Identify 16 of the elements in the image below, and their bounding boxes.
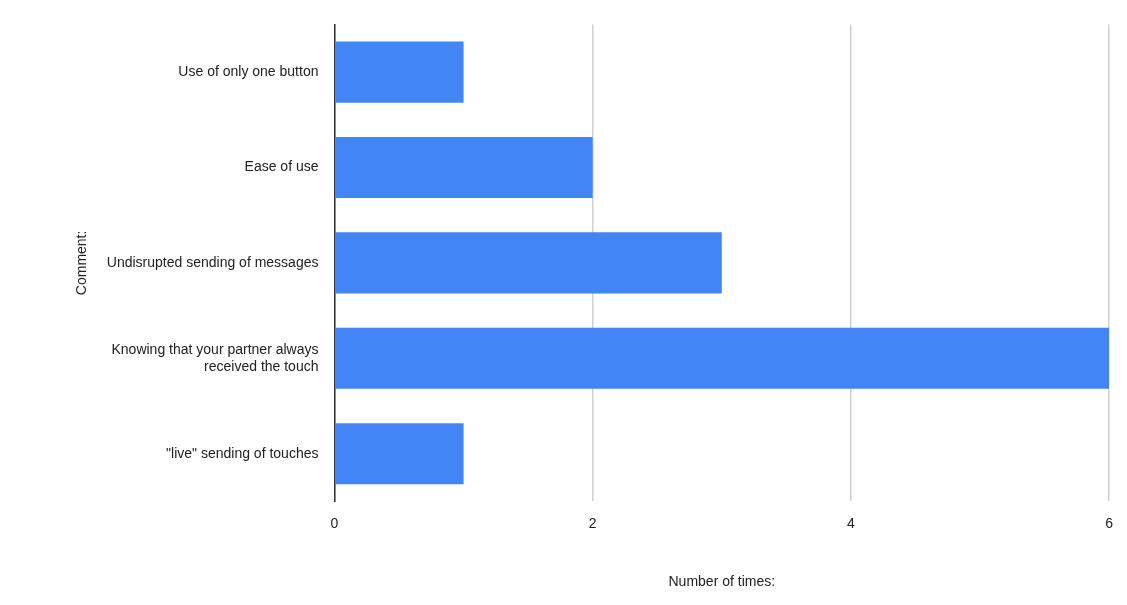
bar [335,232,722,294]
y-tick-label: Use of only one button [178,62,319,79]
bar [335,41,464,103]
y-tick-label: Ease of use [244,158,319,175]
y-axis-title: Comment: [73,230,90,296]
bar [335,327,1110,389]
x-tick-label: 4 [847,514,855,531]
y-tick-label: Undisrupted sending of messages [106,253,319,270]
x-tick-label: 6 [1105,514,1114,531]
bar [335,423,464,485]
x-axis-title: Number of times: [668,573,776,590]
bar [335,136,593,199]
x-tick-label: 2 [588,514,597,531]
y-tick-label: Knowing that your partner always received the touch [111,340,319,374]
y-tick-label: "live" sending of touches [166,444,319,461]
x-tick-label: 0 [330,514,339,531]
